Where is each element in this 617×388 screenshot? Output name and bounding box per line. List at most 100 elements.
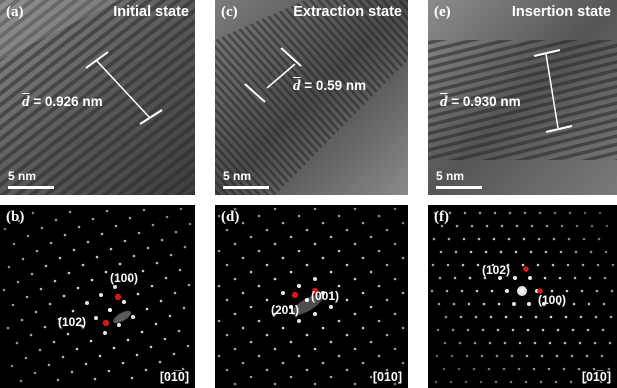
diffraction-spot — [177, 329, 181, 333]
diffraction-spot — [154, 322, 158, 326]
diffraction-spot — [485, 224, 489, 228]
diffraction-spot — [165, 215, 169, 219]
diffraction-spot — [582, 237, 586, 241]
diffraction-spot — [273, 242, 277, 246]
diffraction-spot — [464, 380, 468, 384]
scale-label-a: 5 nm — [8, 169, 37, 183]
diffraction-spot — [453, 276, 457, 280]
diffraction-spot — [602, 302, 606, 306]
diffraction-spot — [469, 250, 473, 254]
spot-label-f2: (100) — [538, 293, 567, 307]
diffraction-spot — [233, 312, 237, 316]
diffraction-spot — [465, 354, 469, 358]
diffraction-spot — [109, 247, 113, 251]
diffraction-spot — [476, 263, 480, 267]
diffraction-spot — [141, 269, 145, 273]
diffraction-spot — [536, 263, 540, 267]
diffraction-spot — [99, 293, 103, 297]
diffraction-spot — [522, 237, 526, 241]
diffraction-spot — [345, 228, 349, 232]
diffraction-spot — [587, 302, 591, 306]
highlight-spot-f1 — [523, 266, 529, 272]
diffraction-spot — [393, 312, 397, 316]
diffraction-spot — [500, 224, 504, 228]
scale-label-e: 5 nm — [436, 169, 465, 183]
diffraction-spot — [385, 228, 389, 232]
diffraction-spot — [19, 379, 23, 383]
diffraction-spot — [377, 249, 381, 253]
diffraction-spot — [217, 354, 221, 358]
diffraction-spot — [66, 332, 70, 336]
diffraction-spot — [515, 224, 519, 228]
diffraction-spot — [71, 309, 75, 313]
diffraction-spot — [281, 291, 285, 295]
diffraction-spot — [393, 277, 397, 281]
diffraction-spot — [329, 375, 333, 379]
diffraction-spot — [393, 207, 397, 211]
diffraction-spot — [297, 284, 301, 288]
diffraction-spot — [369, 305, 373, 309]
diffraction-spot — [462, 237, 466, 241]
diffraction-spot — [446, 263, 450, 267]
diffraction-spot — [603, 276, 607, 280]
diffraction-spot — [75, 347, 79, 351]
diffraction-spot — [313, 277, 317, 281]
diffraction-spot — [566, 263, 570, 267]
diffraction-spot — [114, 224, 118, 228]
diffraction-spot — [377, 354, 381, 358]
diffraction-spot — [369, 270, 373, 274]
diffraction-spot — [63, 233, 67, 237]
diffraction-spot — [233, 277, 237, 281]
diffraction-spot — [507, 237, 511, 241]
diffraction-spot — [401, 326, 405, 330]
diffraction-spot — [225, 263, 229, 267]
diffraction-spot — [473, 341, 477, 345]
highlight-spot-b2 — [102, 319, 110, 327]
diffraction-spot — [463, 211, 467, 215]
diffraction-spot — [33, 371, 37, 375]
diffraction-spot — [67, 271, 71, 275]
diffraction-spot — [540, 354, 544, 358]
diffraction-spot — [31, 211, 35, 215]
diffraction-spot — [217, 214, 221, 218]
diffraction-spot — [361, 326, 365, 330]
diffraction-spot — [289, 375, 293, 379]
diffraction-spot — [155, 261, 159, 265]
diffraction-spot — [393, 242, 397, 246]
diffraction-spot — [249, 340, 253, 344]
diffraction-spot — [548, 341, 552, 345]
diffraction-spot — [490, 289, 494, 293]
diffraction-spot — [164, 276, 168, 280]
diffraction-spot — [26, 234, 30, 238]
diffraction-spot — [440, 224, 444, 228]
diffraction-spot — [281, 256, 285, 260]
diffraction-spot — [430, 289, 434, 293]
d-spacing-c: d = 0.59 nm — [293, 78, 366, 95]
diffraction-spot — [448, 211, 452, 215]
diffraction-spot — [459, 315, 463, 319]
diffraction-spot — [12, 242, 16, 246]
diffraction-spot — [491, 263, 495, 267]
tem-panel-e: (e) Insertion state d = 0.930 nm 5 nm — [428, 0, 617, 195]
scale-bar-a — [8, 186, 54, 189]
diffraction-spot — [586, 328, 590, 332]
saed-panel-b: (b) (100) (102) [01̅0] — [0, 205, 195, 388]
diffraction-spot — [305, 228, 309, 232]
diffraction-spot — [385, 298, 389, 302]
diffraction-spot — [81, 263, 85, 267]
diffraction-spot — [329, 235, 333, 239]
diffraction-spot — [273, 207, 277, 211]
diffraction-spot — [514, 250, 518, 254]
diffraction-spot — [510, 354, 514, 358]
diffraction-spot — [361, 291, 365, 295]
diffraction-spot — [265, 333, 269, 337]
diffraction-spot — [498, 276, 502, 280]
diffraction-spot — [233, 242, 237, 246]
diffraction-spot — [589, 250, 593, 254]
diffraction-spot — [345, 298, 349, 302]
diffraction-spot — [90, 278, 94, 282]
diffraction-spot — [91, 217, 95, 221]
panel-label-e: (e) — [434, 4, 451, 20]
diffraction-spot — [393, 347, 397, 351]
diffraction-spot — [577, 367, 581, 371]
